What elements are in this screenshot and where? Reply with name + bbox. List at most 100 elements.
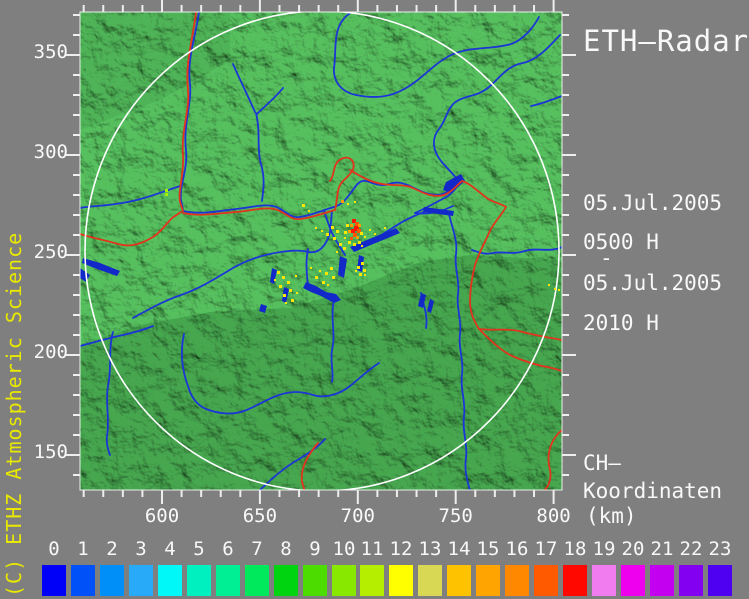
colorbar-cell: [418, 565, 442, 596]
colorbar-label: 19: [592, 538, 616, 560]
lake: [270, 268, 277, 284]
radar-echo: [336, 230, 339, 233]
colorbar-cell: [303, 565, 327, 596]
colorbar-label: 10: [332, 538, 356, 560]
radar-echo: [165, 193, 168, 196]
radar-echo: [347, 203, 349, 205]
radar-echo: [336, 251, 338, 253]
colorbar-label: 1: [77, 538, 89, 560]
river: [179, 12, 200, 211]
radar-echo: [315, 227, 317, 229]
colorbar-label: 17: [534, 538, 558, 560]
date-range-separator: -: [600, 246, 613, 270]
radar-echo: [339, 243, 342, 246]
border: [178, 12, 197, 212]
colorbar-label: 2: [106, 538, 118, 560]
copyright-text: (C) ETHZ Atmospheric Science: [2, 231, 26, 597]
colorbar-label: 12: [389, 538, 413, 560]
radar-echo: [282, 276, 285, 279]
colorbar-cell: [476, 565, 500, 596]
start-time: 0500 H: [583, 230, 659, 254]
lake: [303, 282, 341, 303]
border: [469, 206, 507, 330]
radar-echo: [361, 245, 363, 247]
page-title: ETH—Radar: [583, 24, 749, 58]
lake: [418, 293, 426, 308]
lake: [427, 299, 434, 313]
border: [300, 442, 319, 490]
radar-echo: [344, 237, 346, 239]
radar-echo: [353, 243, 356, 246]
radar-echo: [558, 289, 560, 291]
radar-echo: [364, 274, 366, 276]
colorbar-label: 6: [222, 538, 234, 560]
x-axis-tick-label: 800: [536, 505, 571, 527]
river: [181, 333, 380, 415]
colorbar-cell: [71, 565, 95, 596]
x-axis-tick-label: 600: [144, 505, 180, 527]
river: [305, 248, 309, 285]
colorbar-label: 22: [679, 538, 703, 560]
radar-echo: [333, 237, 336, 240]
river: [471, 246, 562, 255]
lake: [259, 304, 267, 313]
colorbar-cell: [650, 565, 674, 596]
radar-echo: [357, 266, 360, 269]
colorbar-label: 23: [708, 538, 732, 560]
y-axis-tick-label: 300: [33, 141, 68, 163]
lake: [82, 258, 120, 276]
radar-echo: [308, 210, 310, 212]
radar-echo: [325, 272, 328, 275]
colorbar-label: 0: [48, 538, 60, 560]
x-axis-tick-label: 650: [242, 505, 278, 527]
colorbar-cell: [621, 565, 645, 596]
colorbar-label: 14: [447, 538, 471, 560]
radar-echo: [319, 270, 321, 272]
radar-echo: [341, 200, 344, 203]
colorbar-label: 18: [563, 538, 587, 560]
radar-echo: [364, 236, 366, 238]
y-axis-tick-label: 150: [33, 441, 68, 463]
radar-echo: [360, 232, 363, 235]
radar-echo: [548, 284, 550, 286]
radar-echo: [310, 267, 312, 269]
river: [530, 95, 562, 107]
radar-echo: [354, 201, 356, 203]
colorbar-cell: [592, 565, 616, 596]
river: [80, 185, 181, 209]
lake: [338, 256, 347, 278]
radar-echo: [361, 262, 364, 265]
colorbar-cell: [332, 565, 356, 596]
radar-echo: [350, 237, 353, 240]
colorbar-label: 16: [505, 538, 529, 560]
radar-echo: [353, 233, 357, 237]
radar-echo: [354, 226, 359, 231]
border: [182, 156, 355, 221]
river: [132, 210, 333, 319]
x-axis-tick-label: 700: [340, 505, 375, 527]
colorbar-cell: [389, 565, 413, 596]
colorbar-label: 20: [621, 538, 645, 560]
river: [330, 299, 335, 383]
radar-echo: [352, 219, 356, 223]
colorbar-cell: [274, 565, 298, 596]
border: [349, 169, 507, 208]
radar-echo: [327, 284, 329, 286]
alps-shading-overlay: [80, 255, 562, 490]
radar-echo: [384, 227, 386, 229]
colorbar-label: 15: [476, 538, 500, 560]
radar-echo: [346, 224, 349, 227]
y-axis-tick-label: 200: [33, 341, 68, 363]
river: [433, 34, 561, 181]
colorbar-cell: [708, 565, 732, 596]
border: [478, 328, 562, 372]
colorbar-cell: [129, 565, 153, 596]
y-axis-tick-label: 350: [33, 41, 68, 63]
x-axis-tick-label: 750: [438, 505, 473, 527]
radar-echo: [350, 224, 353, 227]
colorbar-cell: [360, 565, 384, 596]
axis-caption-line1: CH—: [583, 451, 621, 475]
radar-echo: [332, 276, 335, 279]
